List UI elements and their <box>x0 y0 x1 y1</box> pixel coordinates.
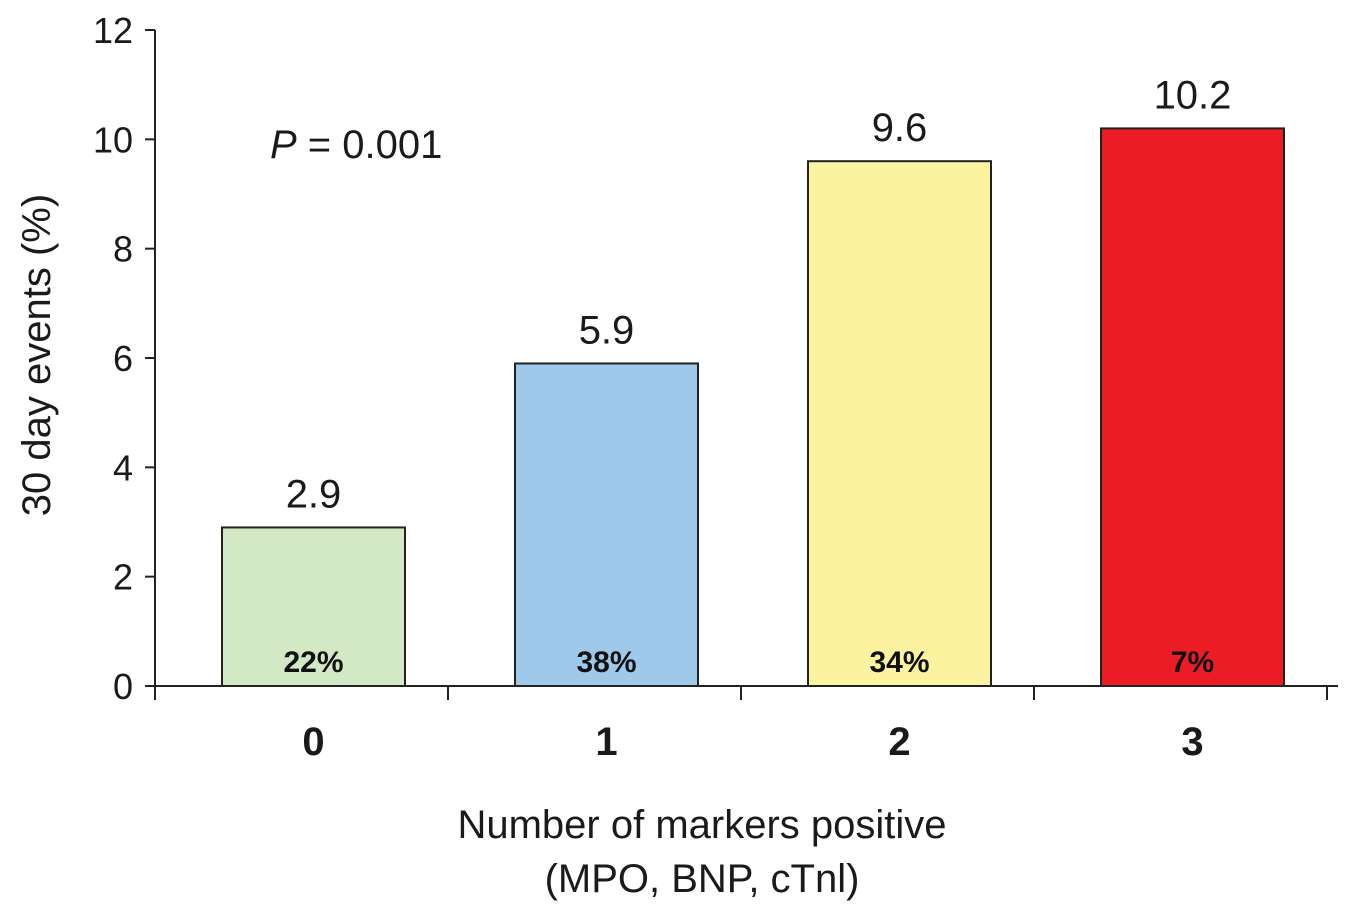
x-tick-label: 2 <box>888 720 910 764</box>
bar-share-label: 34% <box>869 646 929 679</box>
y-tick-label: 4 <box>113 447 133 488</box>
p-symbol: P <box>270 123 297 167</box>
y-tick-label: 0 <box>113 666 133 707</box>
y-axis-title: 30 day events (%) <box>15 194 59 516</box>
y-tick-label: 12 <box>93 10 133 51</box>
y-tick-label: 10 <box>93 119 133 160</box>
bar-share-label: 7% <box>1171 646 1214 679</box>
bar-2 <box>807 160 992 687</box>
bar-1 <box>514 362 699 687</box>
y-axis: 0 2 4 6 8 10 12 <box>93 10 156 707</box>
x-axis-title-line2: (MPO, BNP, cTnl) <box>545 857 860 901</box>
bar-3 <box>1100 127 1285 687</box>
y-tick-label: 2 <box>113 557 133 598</box>
x-tick-label: 0 <box>302 720 324 764</box>
bar-share-label: 38% <box>576 646 636 679</box>
y-tick-label: 6 <box>113 338 133 379</box>
bar-share-label: 22% <box>283 646 343 679</box>
bars <box>221 127 1285 688</box>
bar-0 <box>221 526 406 688</box>
p-value-text: = 0.001 <box>297 123 443 167</box>
bar-value-label: 10.2 <box>1154 73 1232 117</box>
x-axis: 0 1 2 3 <box>154 685 1338 764</box>
bar-value-label: 2.9 <box>286 472 342 516</box>
bar-value-label: 5.9 <box>579 308 635 352</box>
bar-labels: 2.9 22% 5.9 38% 9.6 34% 10.2 7% <box>283 73 1231 679</box>
p-value-annotation: P = 0.001 <box>270 123 442 167</box>
x-axis-title-line1: Number of markers positive <box>457 803 946 847</box>
x-tick-label: 1 <box>595 720 617 764</box>
y-tick-label: 8 <box>113 229 133 270</box>
bar-value-label: 9.6 <box>872 106 928 150</box>
x-tick-label: 3 <box>1181 720 1203 764</box>
